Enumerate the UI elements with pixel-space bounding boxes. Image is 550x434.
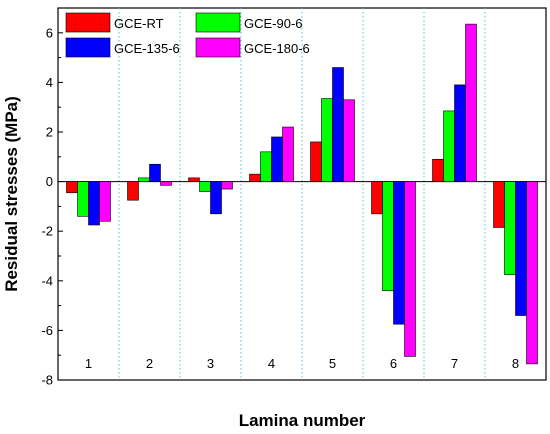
bar-gce-rt-4 — [249, 173, 261, 182]
y-tick-label: -2 — [41, 224, 53, 239]
x-tick-label: 4 — [268, 356, 275, 371]
bar-gce-90-6-8 — [504, 181, 516, 275]
x-tick-label: 8 — [512, 356, 519, 371]
bar-gce-180-6-7 — [465, 23, 477, 182]
y-axis-title: Residual stresses (MPa) — [2, 96, 21, 292]
x-tick-label: 7 — [451, 356, 458, 371]
axis-layer: -8 -6 -4 -2 0 2 4 6 1 2 3 4 5 6 7 8 — [41, 25, 519, 387]
y-tick-label: 0 — [46, 174, 53, 189]
bar-gce-135-6-4 — [271, 136, 283, 182]
legend-label-gce-rt: GCE-RT — [114, 16, 164, 31]
bar-gce-rt-7 — [432, 158, 444, 182]
legend-label-gce-135-6: GCE-135-6 — [114, 41, 180, 56]
bar-gce-90-6-1 — [77, 181, 89, 217]
x-axis-title: Lamina number — [239, 411, 366, 430]
bar-gce-rt-1 — [66, 181, 78, 194]
bar-gce-135-6-7 — [454, 84, 466, 182]
bar-gce-180-6-5 — [343, 99, 355, 182]
plot-frame — [57, 7, 547, 381]
bar-gce-90-6-6 — [382, 181, 394, 292]
x-tick-label: 2 — [146, 356, 153, 371]
legend-label-gce-180-6: GCE-180-6 — [244, 41, 310, 56]
bar-gce-90-6-4 — [260, 151, 272, 182]
bar-gce-rt-5 — [310, 141, 322, 182]
x-tick-label: 5 — [329, 356, 336, 371]
bar-gce-180-6-4 — [282, 126, 294, 182]
bar-gce-135-6-2 — [149, 163, 161, 182]
bars-layer — [66, 23, 538, 365]
bar-gce-180-6-1 — [99, 181, 111, 222]
x-tick-label: 1 — [85, 356, 92, 371]
bar-gce-180-6-6 — [404, 181, 416, 357]
bar-gce-rt-8 — [493, 181, 505, 228]
legend-swatch-gce-90-6 — [195, 12, 241, 33]
y-tick-label: 2 — [46, 125, 53, 140]
bar-gce-90-6-7 — [443, 110, 455, 182]
y-tick-label: -6 — [41, 323, 53, 338]
bar-gce-135-6-5 — [332, 67, 344, 182]
x-tick-label: 3 — [207, 356, 214, 371]
legend-label-gce-90-6: GCE-90-6 — [244, 16, 303, 31]
bar-gce-90-6-2 — [138, 177, 150, 182]
legend-swatch-gce-rt — [65, 12, 111, 33]
y-tick-label: -4 — [41, 273, 53, 288]
bar-gce-180-6-3 — [221, 181, 233, 190]
bar-gce-rt-2 — [127, 181, 139, 201]
bar-gce-90-6-5 — [321, 98, 333, 182]
legend-swatch-gce-135-6 — [65, 37, 111, 58]
y-tick-label: 6 — [46, 25, 53, 40]
y-tick-label: -8 — [41, 373, 53, 388]
bar-gce-180-6-8 — [526, 181, 538, 365]
bar-gce-rt-3 — [188, 177, 200, 182]
bar-gce-135-6-6 — [393, 181, 405, 325]
bar-gce-rt-6 — [371, 181, 383, 215]
bar-gce-135-6-8 — [515, 181, 527, 316]
y-tick-label: 4 — [46, 75, 53, 90]
bar-gce-90-6-3 — [199, 181, 211, 192]
bar-gce-180-6-2 — [160, 181, 172, 186]
legend-swatch-gce-180-6 — [195, 37, 241, 58]
bar-gce-135-6-3 — [210, 181, 222, 215]
x-tick-label: 6 — [390, 356, 397, 371]
legend: GCE-RT GCE-90-6 GCE-135-6 GCE-180-6 — [65, 12, 310, 58]
bar-gce-135-6-1 — [88, 181, 100, 226]
